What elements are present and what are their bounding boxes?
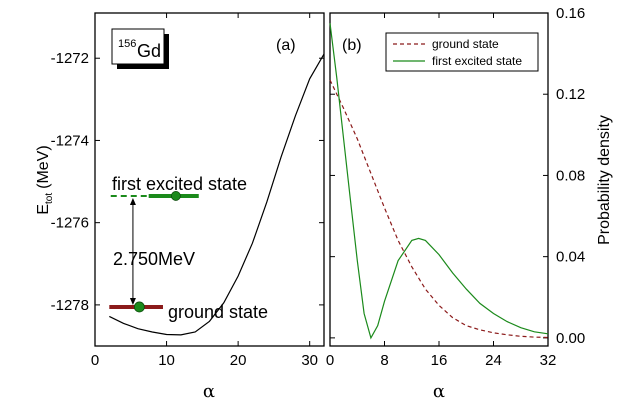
ground-level-label: ground state — [168, 302, 268, 322]
energy-curve-line — [109, 53, 325, 336]
x-tick-label: 32 — [540, 352, 557, 369]
gap-arrow-down — [129, 297, 136, 305]
y-tick-label: 0.00 — [556, 330, 585, 347]
panel-b-xlabel: α — [433, 381, 445, 402]
x-tick-label: 24 — [485, 352, 502, 369]
y-tick-label: 0.08 — [556, 167, 585, 184]
y-tick-label: -1272 — [51, 50, 89, 67]
legend: ground state first excited state — [385, 32, 539, 72]
y-tick-label: 0.04 — [556, 249, 585, 266]
excited-level-marker — [170, 191, 181, 201]
x-tick-label: 0 — [326, 352, 334, 369]
panel-b-ylabel: Probability density — [596, 115, 613, 245]
legend-label-ground: ground state — [432, 37, 499, 51]
x-tick-label: 8 — [380, 352, 388, 369]
panel-a-xlabel: α — [203, 381, 215, 402]
gap-label: 2.750MeV — [113, 249, 195, 269]
x-tick-label: 20 — [230, 352, 247, 369]
panel-a-label: (a) — [276, 37, 296, 54]
x-tick-label: 30 — [301, 352, 318, 369]
panel-b-label: (b) — [342, 37, 362, 54]
svg-text:Etot(MeV): Etot (MeV) — [35, 145, 55, 214]
x-tick-label: 10 — [158, 352, 175, 369]
x-tick-label: 0 — [91, 352, 99, 369]
legend-label-excited: first excited state — [432, 54, 522, 68]
nucleus-box — [111, 28, 165, 65]
y-tick-label: 0.16 — [556, 5, 585, 22]
y-tick-label: -1276 — [51, 215, 89, 232]
nucleus-mass: 156 — [118, 38, 136, 50]
first-excited-state-line — [329, 23, 549, 340]
x-tick-label: 16 — [431, 352, 448, 369]
y-tick-label: -1274 — [51, 132, 89, 149]
panel-a-frame — [94, 12, 325, 347]
nucleus-symbol: Gd — [137, 41, 161, 61]
legend-box — [385, 32, 539, 72]
panel-a-plot: 0 10 20 30 -1272 -1274 -1276 -1278 — [51, 13, 325, 369]
excited-level-label: first excited state — [112, 174, 247, 194]
panel-b-plot: 0 8 16 24 32 0.00 0.04 0.08 0.12 0.16 — [326, 5, 585, 369]
ground-state-line — [329, 79, 549, 339]
ylabel-unit: (MeV) — [35, 145, 52, 189]
gap-arrow-up — [129, 197, 136, 205]
panel-a-ylabel: Etot (MeV) — [35, 145, 55, 214]
ground-level-marker — [133, 301, 145, 313]
y-tick-label: 0.12 — [556, 86, 585, 103]
ylabel-main: E — [35, 204, 52, 215]
ylabel-sub: tot — [44, 193, 55, 204]
y-tick-label: -1278 — [51, 297, 89, 314]
